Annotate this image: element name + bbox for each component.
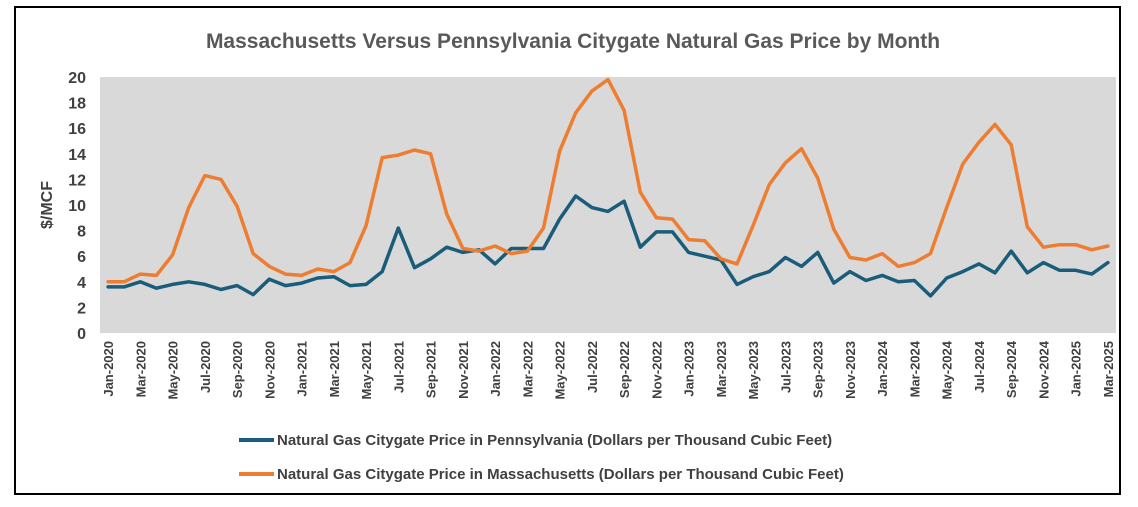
x-tick-label: May-2023 (746, 341, 761, 400)
x-tick-label: Jul-2023 (778, 341, 793, 393)
x-tick-label: Sep-2022 (617, 341, 632, 398)
x-tick-label: Mar-2023 (714, 341, 729, 397)
x-tick-label: Jan-2022 (488, 341, 503, 397)
x-tick-label: Jul-2022 (585, 341, 600, 393)
legend-label-pennsylvania: Natural Gas Citygate Price in Pennsylvan… (277, 432, 832, 449)
x-tick-label: Jul-2021 (391, 341, 406, 393)
x-tick-label: Jan-2023 (682, 341, 697, 397)
y-axis-label: $/MCF (39, 181, 56, 229)
chart-title: Massachusetts Versus Pennsylvania Cityga… (206, 30, 940, 53)
series-line-massachusetts (106, 77, 1110, 284)
x-tick-label: Nov-2022 (649, 341, 664, 399)
x-tick-label: Sep-2020 (230, 341, 245, 398)
x-tick-label: Nov-2020 (262, 341, 277, 399)
series-line-pennsylvania (106, 194, 1110, 298)
y-tick-label: 2 (77, 300, 86, 317)
series-group (106, 77, 1110, 298)
y-tick-label: 16 (68, 121, 86, 138)
y-tick-label: 4 (77, 275, 86, 292)
x-tick-label: Nov-2023 (843, 341, 858, 399)
y-tick-label: 18 (68, 96, 86, 113)
x-tick-label: Jul-2024 (972, 340, 987, 393)
x-tick-label: Jan-2021 (295, 341, 310, 397)
x-tick-label: Mar-2025 (1101, 341, 1116, 397)
legend: Natural Gas Citygate Price in Pennsylvan… (239, 432, 844, 483)
y-axis: 0 2 4 6 8 10 12 14 16 18 20 (68, 70, 86, 343)
y-tick-label: 0 (77, 326, 86, 343)
y-tick-label: 20 (68, 70, 86, 87)
y-tick-label: 12 (68, 172, 86, 189)
y-tick-label: 10 (68, 198, 86, 215)
x-axis: Jan-2020 Mar-2020 May-2020 Jul-2020 Sep-2020… (101, 340, 1116, 399)
y-tick-label: 8 (77, 224, 86, 241)
x-tick-label: Sep-2024 (1004, 340, 1019, 398)
x-tick-label: Nov-2021 (456, 341, 471, 399)
x-tick-label: Mar-2022 (520, 341, 535, 397)
x-tick-label: Mar-2021 (327, 341, 342, 397)
x-tick-label: Sep-2021 (424, 341, 439, 398)
y-tick-label: 6 (77, 249, 86, 266)
x-tick-label: Jan-2025 (1069, 341, 1084, 397)
x-tick-label: May-2020 (166, 341, 181, 400)
x-tick-label: May-2022 (553, 341, 568, 400)
x-tick-label: Jan-2020 (101, 341, 116, 397)
x-tick-label: Jul-2020 (198, 341, 213, 393)
x-tick-label: Nov-2024 (1036, 340, 1051, 399)
x-tick-label: Sep-2023 (811, 341, 826, 398)
x-tick-label: Jan-2024 (875, 340, 890, 396)
y-tick-label: 14 (68, 147, 86, 164)
x-tick-label: May-2021 (359, 341, 374, 400)
legend-label-massachusetts: Natural Gas Citygate Price in Massachuse… (277, 466, 844, 483)
x-tick-label: May-2024 (940, 340, 955, 399)
x-tick-label: Mar-2024 (907, 340, 922, 397)
x-tick-label: Mar-2020 (133, 341, 148, 397)
